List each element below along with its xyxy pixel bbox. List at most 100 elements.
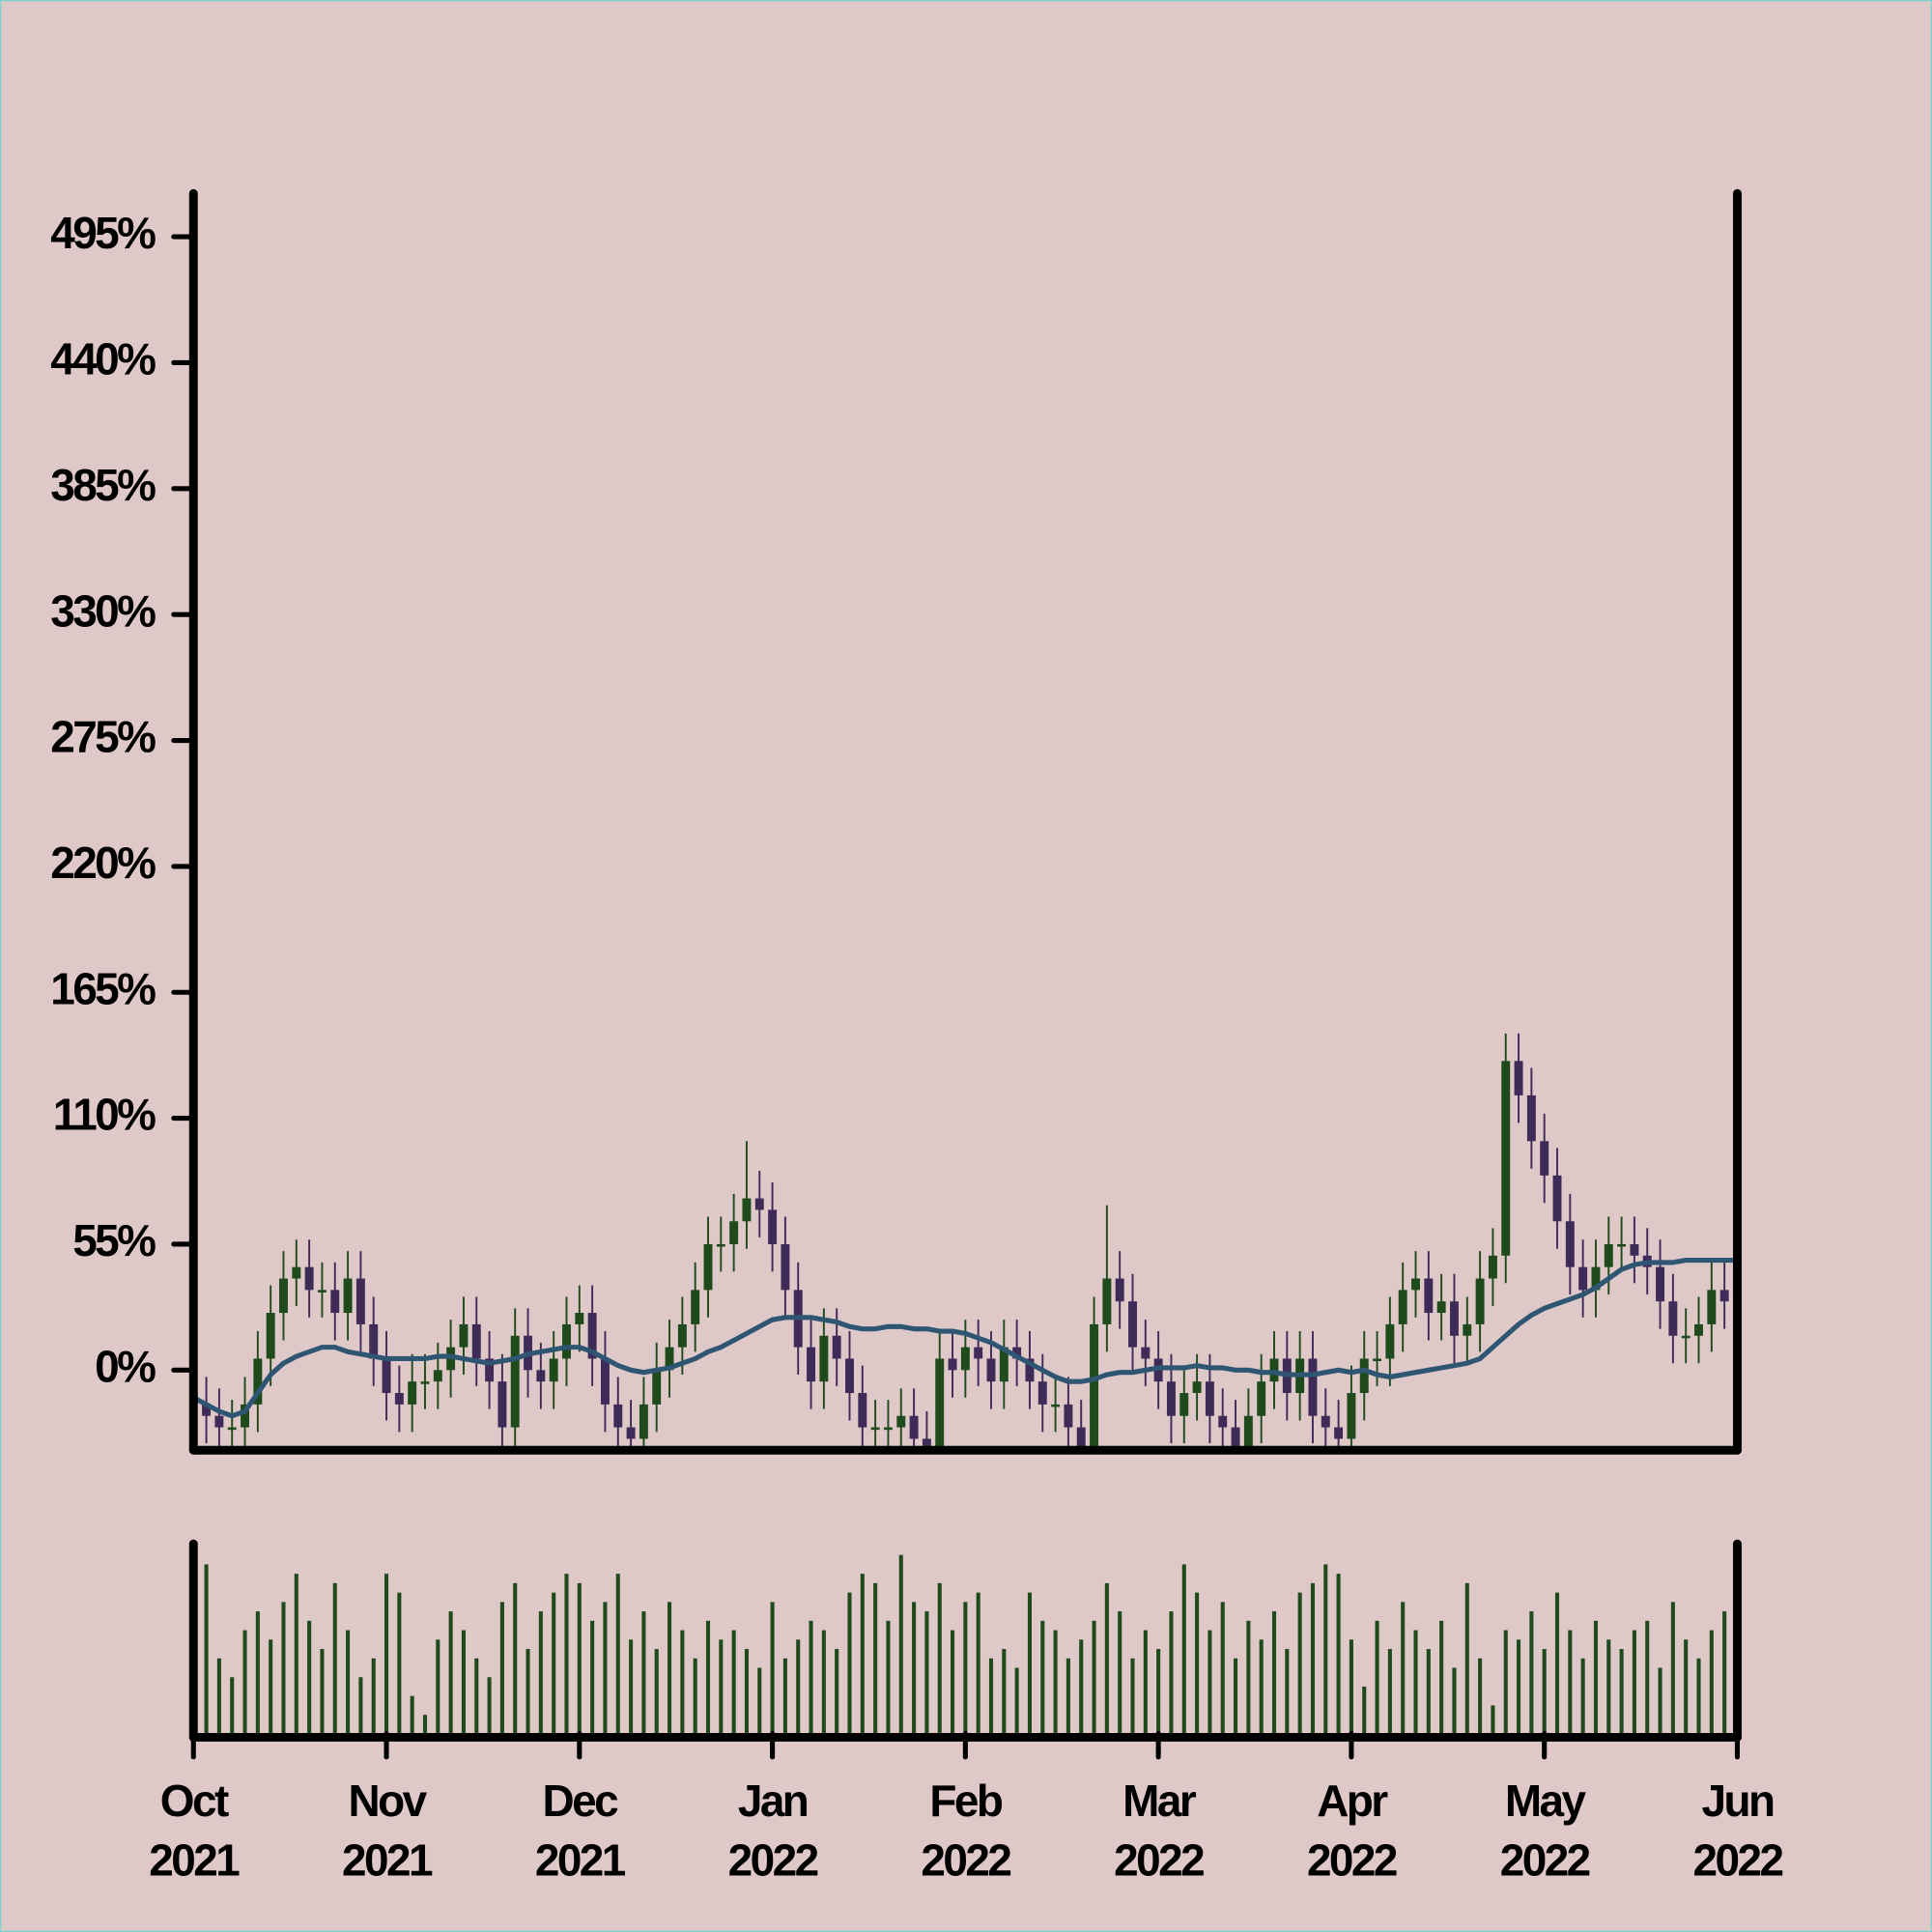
volume-bar (242, 1630, 247, 1734)
volume-bar (731, 1630, 736, 1734)
candle-body (909, 1415, 919, 1439)
candle-body (896, 1415, 906, 1428)
candle-body (652, 1370, 662, 1405)
candle-body (253, 1358, 263, 1405)
volume-bar (448, 1611, 453, 1734)
candle-body (986, 1358, 996, 1382)
volume-bar (384, 1574, 389, 1734)
volume-bar (564, 1574, 569, 1734)
moving-average (193, 1258, 1738, 1419)
candle-body (819, 1335, 829, 1382)
volume-bar (1568, 1630, 1573, 1734)
volume-bar (461, 1630, 466, 1734)
volume-bar (1014, 1667, 1019, 1734)
volume-bar (371, 1658, 376, 1734)
candle-body (1463, 1323, 1472, 1336)
y-tick-label: 440% (50, 334, 156, 384)
candle-body (1656, 1266, 1665, 1302)
candle-body (1475, 1278, 1485, 1324)
candle-body (781, 1243, 790, 1291)
volume-bar (629, 1639, 634, 1734)
volume-bar (719, 1639, 724, 1734)
volume-bar (552, 1592, 556, 1734)
volume-bar (255, 1611, 260, 1734)
candle-body (1424, 1278, 1434, 1314)
candle-body (330, 1290, 340, 1314)
x-tick-label-box: Dec 2021 (535, 1776, 627, 1886)
volume-bar (873, 1582, 878, 1734)
volume-bar (1336, 1574, 1341, 1734)
volume-bar (1323, 1564, 1328, 1734)
x-tick-label-box: Jan 2022 (727, 1776, 820, 1886)
volume-bar (1297, 1592, 1302, 1734)
volume-bar (1554, 1592, 1560, 1734)
x-tick-label-box: Jun 2022 (1692, 1776, 1784, 1886)
volume-bar (1104, 1582, 1109, 1734)
candle-body (677, 1323, 687, 1348)
candle-body (1398, 1290, 1407, 1324)
volume-bar (1208, 1630, 1212, 1734)
candle-body (549, 1358, 558, 1382)
candle-body (1231, 1427, 1240, 1451)
volume-bar (757, 1667, 762, 1734)
y-tick-label: 495% (50, 208, 156, 258)
x-tick-label: Jan 2022 (727, 1776, 820, 1886)
candle-body (575, 1313, 584, 1324)
candle-body (1501, 1061, 1511, 1256)
candle-body (1051, 1404, 1061, 1407)
volume-bar (1271, 1611, 1277, 1734)
volume-bar (487, 1677, 492, 1734)
volume-bar (1285, 1649, 1290, 1734)
candle-body (202, 1404, 212, 1416)
y-tick-label: 55% (72, 1215, 156, 1265)
volume-bar (988, 1658, 994, 1734)
volume-bar (1053, 1630, 1058, 1734)
candle-body (1436, 1301, 1446, 1314)
volume-bar (1439, 1620, 1444, 1734)
candle-body (742, 1198, 752, 1222)
volume-bar (1670, 1602, 1675, 1734)
volume-bar (821, 1630, 826, 1734)
volume-bar (1169, 1611, 1174, 1734)
volume-bar (1426, 1649, 1431, 1734)
candle-body (754, 1198, 764, 1210)
volume-bar (680, 1630, 685, 1734)
volume-bar (1349, 1639, 1353, 1734)
candle-body (394, 1393, 404, 1405)
volume-bar (436, 1639, 440, 1734)
candle-body (935, 1358, 945, 1451)
candle-body (317, 1290, 327, 1293)
candle-body (626, 1427, 636, 1439)
volume-bar (1413, 1630, 1418, 1734)
candle-body (1707, 1290, 1717, 1324)
volume-bar (1065, 1658, 1070, 1734)
volume-bar (1684, 1639, 1689, 1734)
volume-bar (951, 1630, 955, 1734)
volume-bar (898, 1554, 903, 1734)
volume-bar (204, 1564, 209, 1734)
volume-bar (1464, 1582, 1469, 1734)
volume-bar (1079, 1639, 1084, 1734)
candle-body (292, 1266, 301, 1279)
candle-body (420, 1381, 430, 1384)
candle-body (999, 1347, 1009, 1382)
volume-bar (346, 1630, 351, 1734)
candle-body (1205, 1381, 1214, 1416)
volume-bar (1362, 1686, 1367, 1734)
volume-bar (513, 1582, 518, 1734)
volume-bar (1606, 1639, 1611, 1734)
volume-bar (422, 1715, 428, 1734)
volume-bar (770, 1602, 775, 1734)
volume-bar (1529, 1611, 1534, 1734)
volume-bar (1722, 1611, 1727, 1734)
candle-body (1514, 1061, 1523, 1095)
volume-bar (1143, 1630, 1148, 1734)
y-tick-label: 110% (53, 1090, 156, 1140)
candle-body (369, 1323, 379, 1359)
x-tick-label-box: Apr 2022 (1307, 1776, 1399, 1886)
candle-body (408, 1381, 417, 1405)
candle-body (485, 1358, 495, 1382)
volume-bar (1259, 1639, 1264, 1734)
volume-bar (860, 1574, 865, 1734)
